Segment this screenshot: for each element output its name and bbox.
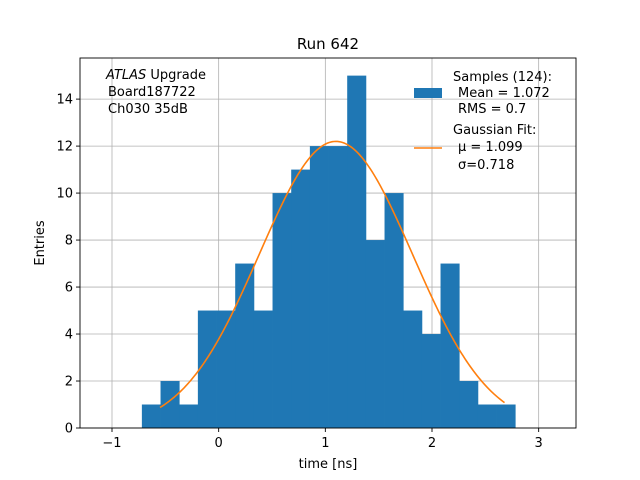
x-tick-label-2: 1 xyxy=(321,436,329,451)
histogram-bar-4 xyxy=(216,310,236,428)
histogram-bar-14 xyxy=(403,310,423,428)
histogram-bar-8 xyxy=(291,169,311,429)
x-tick-label-3: 2 xyxy=(428,436,436,451)
x-tick-label-4: 3 xyxy=(535,436,543,451)
x-tick-label-0: −1 xyxy=(102,436,121,451)
y-axis-ticks: 0 2 4 6 8 10 12 14 xyxy=(56,93,80,437)
annotation-text: ATLAS Upgrade Board187722 Ch030 35dB xyxy=(105,68,206,117)
histogram-bar-17 xyxy=(459,381,479,428)
annotation-channel: Ch030 35dB xyxy=(108,102,188,117)
histogram-bar-2 xyxy=(179,404,199,428)
annotation-upgrade: Upgrade xyxy=(146,68,206,83)
histogram-bar-11 xyxy=(347,75,367,428)
legend-fit-line-3: σ=0.718 xyxy=(458,158,514,173)
histogram-bar-6 xyxy=(253,310,273,428)
svg-text:ATLAS Upgrade: ATLAS Upgrade xyxy=(105,68,206,83)
x-axis-label: time [ns] xyxy=(299,457,358,472)
histogram-bar-9 xyxy=(309,146,329,428)
y-tick-label-5: 10 xyxy=(56,187,73,202)
gaussian-fit-curve xyxy=(159,140,506,409)
legend-fit-line-2: μ = 1.099 xyxy=(458,140,523,155)
histogram-bar-12 xyxy=(365,240,385,428)
y-tick-label-2: 4 xyxy=(65,328,73,343)
histogram-bar-3 xyxy=(197,310,217,428)
y-axis-label: Entries xyxy=(33,220,48,266)
histogram-bar-10 xyxy=(328,146,348,428)
histogram-bar-1 xyxy=(160,381,180,428)
legend-fit-line-1: Gaussian Fit: xyxy=(453,123,536,138)
x-axis-ticks: −1 0 1 2 3 xyxy=(102,428,543,451)
histogram-bar-5 xyxy=(235,263,255,428)
legend-hist-line-2: Mean = 1.072 xyxy=(458,86,550,101)
y-tick-label-7: 14 xyxy=(56,93,73,108)
y-tick-label-4: 8 xyxy=(65,234,73,249)
y-tick-label-3: 6 xyxy=(65,281,73,296)
legend: Samples (124): Mean = 1.072 RMS = 0.7 Ga… xyxy=(414,70,552,173)
histogram-bar-19 xyxy=(496,404,516,428)
legend-hist-line-3: RMS = 0.7 xyxy=(458,102,526,117)
histogram-bar-13 xyxy=(384,193,404,428)
annotation-board: Board187722 xyxy=(108,85,196,100)
histogram-bars xyxy=(141,75,516,429)
histogram-bar-0 xyxy=(141,404,161,428)
legend-hist-swatch xyxy=(414,88,442,98)
y-tick-label-0: 0 xyxy=(65,422,73,437)
chart-title: Run 642 xyxy=(297,35,359,53)
y-tick-label-6: 12 xyxy=(56,140,73,155)
legend-hist-line-1: Samples (124): xyxy=(453,70,552,85)
y-tick-label-1: 2 xyxy=(65,375,73,390)
histogram-bar-18 xyxy=(477,404,497,428)
histogram-bar-16 xyxy=(440,263,460,428)
histogram-bar-15 xyxy=(421,334,441,428)
plot-frame xyxy=(79,57,577,429)
annotation-atlas: ATLAS xyxy=(105,68,146,83)
x-tick-label-1: 0 xyxy=(215,436,223,451)
histogram-bar-7 xyxy=(272,193,292,428)
